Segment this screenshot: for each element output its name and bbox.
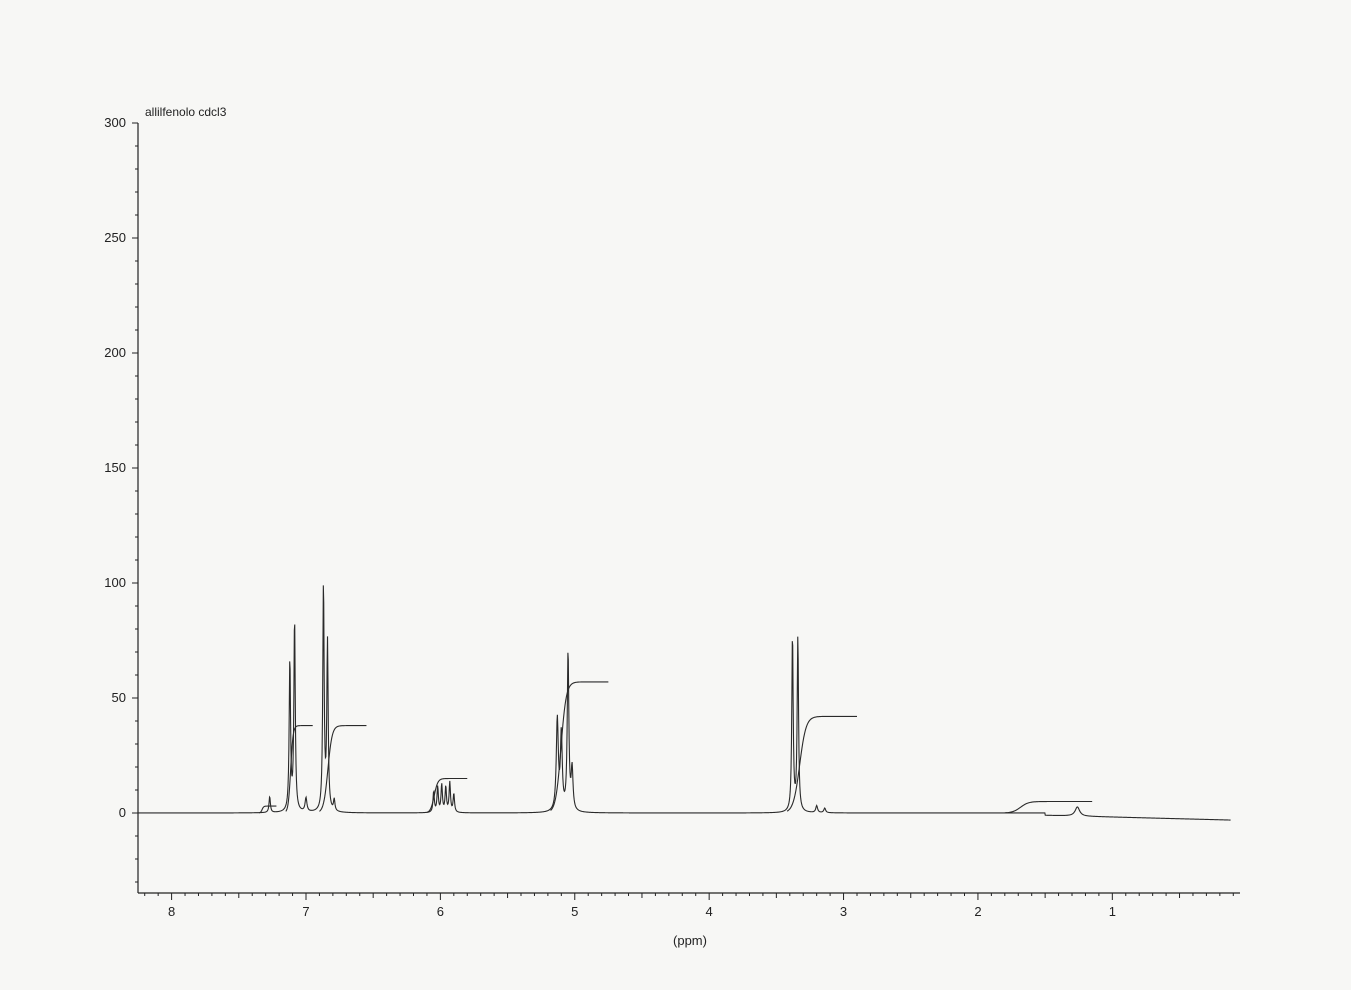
y-tick-label: 50 [112, 690, 126, 705]
spectrum-trace [138, 585, 1231, 821]
x-tick-label: 6 [437, 904, 444, 919]
integral-curve [550, 681, 609, 811]
integral-curve [786, 715, 857, 812]
integral-curve [258, 805, 277, 814]
integral-curve [1004, 800, 1093, 814]
x-tick-label: 7 [302, 904, 309, 919]
x-tick-label: 3 [840, 904, 847, 919]
x-tick-label: 5 [571, 904, 578, 919]
x-tick-label: 2 [974, 904, 981, 919]
x-tick-label: 4 [706, 904, 713, 919]
x-tick-label: 1 [1109, 904, 1116, 919]
x-axis-label: (ppm) [673, 933, 707, 948]
y-tick-label: 150 [104, 460, 126, 475]
y-tick-label: 0 [119, 805, 126, 820]
x-tick-label: 8 [168, 904, 175, 919]
y-tick-label: 250 [104, 230, 126, 245]
integral-curve [426, 777, 468, 813]
y-tick-label: 200 [104, 345, 126, 360]
y-tick-label: 100 [104, 575, 126, 590]
chart-title: allilfenolo cdcl3 [145, 105, 227, 119]
integral-curve [319, 725, 367, 812]
y-tick-label: 300 [104, 115, 126, 130]
integral-curve [285, 725, 313, 812]
